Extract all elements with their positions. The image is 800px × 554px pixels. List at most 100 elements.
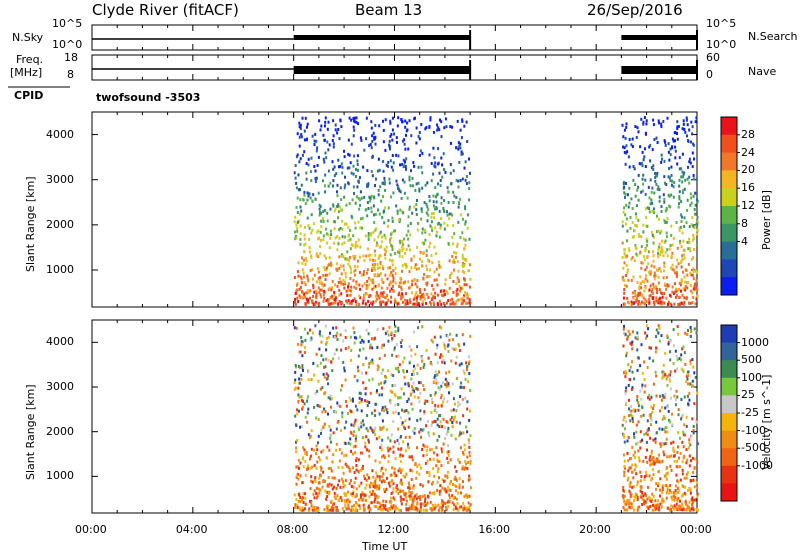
power-cell: [641, 177, 644, 181]
power-cell: [638, 287, 641, 291]
power-cell: [459, 235, 462, 239]
power-cell: [440, 302, 443, 306]
power-cell: [671, 263, 674, 267]
velocity-cell: [384, 331, 387, 335]
velocity-cell: [681, 413, 684, 417]
velocity-cell: [362, 363, 365, 367]
power-cell: [665, 275, 668, 279]
power-cell: [353, 257, 356, 261]
power-cell: [637, 185, 640, 189]
power-cell: [622, 135, 625, 139]
power-cell: [396, 209, 399, 213]
velocity-cell: [463, 448, 466, 452]
x-axis-label: Time UT: [362, 540, 408, 553]
power-cell: [325, 156, 328, 160]
power-cell: [657, 119, 660, 123]
velocity-cell: [451, 421, 454, 424]
velocity-cell: [297, 477, 300, 481]
velocity-cell: [682, 508, 685, 512]
velocity-cell: [329, 331, 331, 335]
velocity-cell: [658, 505, 660, 509]
power-cell: [297, 173, 300, 177]
velocity-cell: [640, 397, 643, 401]
velocity-cell: [650, 449, 653, 453]
power-cell: [647, 250, 650, 254]
power-cell: [449, 125, 452, 129]
velocity-cell: [413, 505, 416, 509]
power-cell: [334, 301, 337, 305]
velocity-cell: [326, 504, 329, 508]
velocity-cell: [442, 504, 444, 508]
power-cell: [634, 125, 637, 128]
velocity-cell: [637, 356, 640, 360]
velocity-cell: [344, 484, 347, 488]
velocity-cell: [670, 491, 673, 495]
velocity-cell: [623, 371, 625, 375]
power-cell: [677, 287, 680, 291]
power-cell: [678, 229, 681, 233]
power-cell: [307, 163, 310, 167]
velocity-cell: [357, 354, 360, 358]
velocity-cell: [329, 436, 331, 440]
power-cell: [429, 224, 432, 228]
velocity-cell: [429, 394, 432, 397]
velocity-cell: [431, 420, 434, 424]
velocity-cell: [370, 501, 373, 505]
velocity-cell: [381, 368, 384, 372]
velocity-cell: [333, 495, 336, 499]
velocity-cell: [640, 495, 643, 499]
power-cell: [411, 279, 414, 283]
power-cell: [347, 262, 350, 266]
velocity-cell: [685, 415, 688, 419]
velocity-cell: [365, 328, 368, 332]
power-cell: [369, 278, 372, 282]
velocity-cell: [341, 384, 343, 388]
power-cell: [645, 119, 648, 123]
velocity-cell: [679, 478, 682, 482]
power-cell: [663, 261, 666, 265]
velocity-cell: [307, 508, 310, 512]
velocity-cell: [632, 485, 635, 489]
power-cell: [464, 291, 467, 294]
power-cell: [403, 237, 406, 241]
velocity-cell: [443, 479, 445, 483]
velocity-cell: [383, 381, 386, 385]
velocity-cell: [693, 371, 696, 375]
velocity-cell: [684, 362, 687, 366]
power-cell: [358, 283, 361, 287]
velocity-ytick-1: 2000: [46, 424, 74, 438]
velocity-cell: [635, 442, 638, 446]
power-cell: [318, 278, 321, 282]
power-cell: [353, 128, 356, 132]
velocity-cell: [440, 464, 443, 468]
power-cell: [415, 291, 418, 295]
velocity-cell: [655, 431, 658, 435]
velocity-cell: [319, 361, 322, 365]
power-cell: [373, 238, 376, 242]
power-cell: [340, 292, 343, 296]
power-cell: [356, 154, 359, 158]
velocity-cell: [661, 394, 664, 397]
power-cell: [440, 293, 443, 297]
power-ytick-3: 4000: [46, 127, 74, 141]
velocity-cell: [411, 391, 414, 394]
velocity-cell: [336, 483, 339, 487]
power-cell: [424, 238, 427, 242]
power-cell: [652, 241, 655, 245]
power-cell: [648, 196, 651, 200]
power-cell: [670, 224, 673, 228]
velocity-cell: [418, 472, 421, 476]
power-cell: [692, 295, 695, 299]
velocity-cell: [455, 333, 458, 337]
velocity-cell: [628, 407, 630, 411]
power-cell: [391, 216, 394, 220]
velocity-cell: [301, 498, 304, 502]
velocity-cell: [392, 411, 395, 415]
velocity-cell: [433, 507, 436, 511]
power-cell: [653, 191, 656, 195]
power-cell: [354, 255, 357, 258]
velocity-cell: [353, 331, 356, 335]
power-cell: [430, 212, 433, 216]
power-cell: [370, 206, 373, 210]
power-cell: [385, 296, 388, 300]
